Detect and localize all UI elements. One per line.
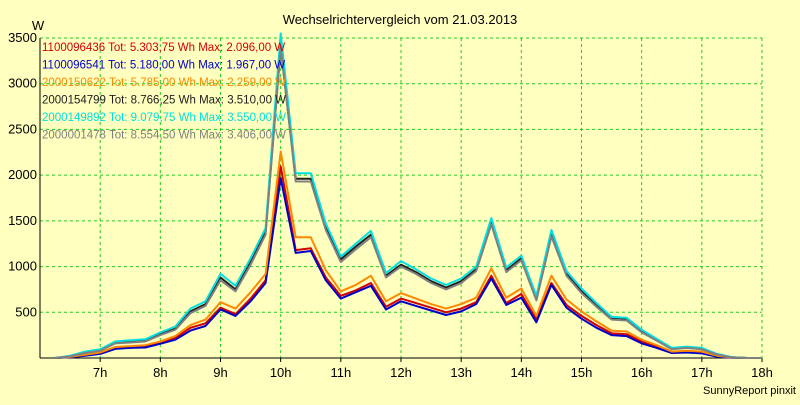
x-tick-label: 15h <box>571 365 593 380</box>
legend-entry-2000001478: 2000001478 Tot: 8.554,50 Wh Max: 3.406,0… <box>42 130 286 142</box>
y-axis-unit-label: W <box>32 18 45 33</box>
x-tick-label: 13h <box>450 365 472 380</box>
y-tick-label: 3500 <box>8 30 37 45</box>
footer-credit: SunnyReport pinxit <box>703 385 796 397</box>
y-tick-label: 2500 <box>8 121 37 136</box>
legend-entry-2000149892: 2000149892 Tot: 9.079,75 Wh Max: 3.550,0… <box>42 112 286 124</box>
legend-entry-2000154799: 2000154799 Tot: 8.766,25 Wh Max: 3.510,0… <box>42 95 286 107</box>
x-tick-label: 9h <box>213 365 227 380</box>
axis-layer: 500 1000 1500 2000 2500 3000 3500 7h 8h 9h 10h 11h 1… <box>8 30 773 380</box>
series-line-2000149892 <box>54 32 762 359</box>
series-line-1100096541 <box>54 177 762 359</box>
x-tick-label: 12h <box>390 365 412 380</box>
x-tick-label: 7h <box>93 365 107 380</box>
series-line-2000001478 <box>54 45 762 359</box>
y-tick-label: 1500 <box>8 213 37 228</box>
y-tick-label: 3000 <box>8 76 37 91</box>
y-tick-label: 1000 <box>8 259 37 274</box>
x-tick-label: 17h <box>691 365 713 380</box>
x-tick-label: 10h <box>270 365 292 380</box>
series-line-2000150622 <box>54 150 762 359</box>
legend: 1100096436 Tot: 5.303,75 Wh Max: 2.096,0… <box>42 42 286 142</box>
x-tick-label: 16h <box>631 365 653 380</box>
legend-entry-2000150622: 2000150622 Tot: 5.785,00 Wh Max: 2.259,0… <box>42 77 286 89</box>
x-tick-label: 18h <box>751 365 773 380</box>
x-tick-label: 11h <box>330 365 351 380</box>
x-tick-label: 8h <box>153 365 167 380</box>
legend-entry-1100096541: 1100096541 Tot: 5.180,00 Wh Max: 1.967,0… <box>42 60 285 72</box>
x-tick-label: 14h <box>510 365 532 380</box>
series-line-1100096436 <box>54 165 762 359</box>
y-tick-label: 500 <box>15 304 37 319</box>
chart-title: Wechselrichtervergleich vom 21.03.2013 <box>283 12 518 27</box>
y-tick-label: 2000 <box>8 167 37 182</box>
series-layer <box>54 32 762 359</box>
legend-entry-1100096436: 1100096436 Tot: 5.303,75 Wh Max: 2.096,0… <box>42 42 285 54</box>
